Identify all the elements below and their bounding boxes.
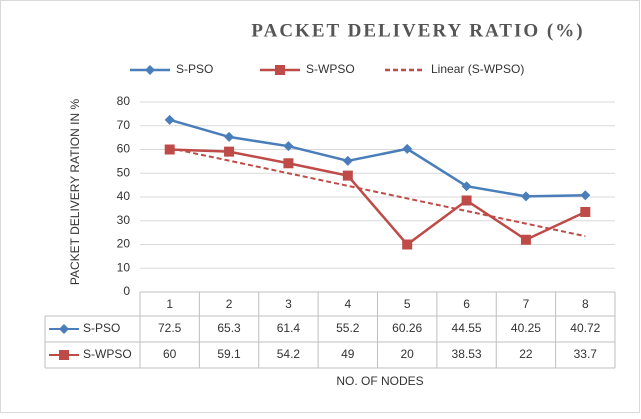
- marker: [164, 114, 175, 125]
- y-tick-label: 60: [117, 142, 131, 156]
- y-axis-label: PACKET DELIVERY RATION IN %: [68, 99, 82, 286]
- marker: [59, 350, 69, 360]
- y-tick-label: 30: [117, 213, 131, 227]
- table-cell: 40.72: [570, 321, 600, 335]
- series-line: [169, 148, 586, 247]
- x-tick-label: 5: [404, 297, 411, 311]
- chart-title: PACKET DELIVERY RATIO (%): [251, 20, 584, 41]
- x-tick-label: 2: [226, 297, 233, 311]
- table-row-label: S-WPSO: [83, 347, 132, 361]
- table-cell: 22: [519, 347, 533, 361]
- marker: [402, 143, 413, 154]
- marker: [283, 141, 294, 152]
- marker: [224, 146, 235, 157]
- y-tick-label: 10: [117, 260, 131, 274]
- table-cell: 40.25: [511, 321, 541, 335]
- marker: [520, 191, 531, 202]
- marker: [224, 131, 235, 142]
- table-cell: 72.5: [158, 321, 182, 335]
- legend-label: Linear (S-WPSO): [431, 62, 524, 76]
- marker: [402, 239, 413, 250]
- y-tick-label: 40: [117, 189, 131, 203]
- legend-label: S-WPSO: [306, 62, 355, 76]
- table-cell: 49: [341, 347, 355, 361]
- marker: [580, 206, 591, 217]
- table-cell: 60.26: [392, 321, 422, 335]
- table-cell: 54.2: [277, 347, 301, 361]
- table-cell: 59.1: [217, 347, 241, 361]
- series-line: [169, 118, 586, 198]
- marker: [461, 195, 472, 206]
- marker: [580, 190, 591, 201]
- x-tick-label: 4: [344, 297, 351, 311]
- marker: [342, 155, 353, 166]
- table-cell: 38.53: [452, 347, 482, 361]
- table-cell: 33.7: [574, 347, 598, 361]
- marker: [342, 170, 353, 181]
- legend-label: S-PSO: [176, 62, 213, 76]
- marker: [145, 65, 155, 75]
- x-tick-label: 6: [463, 297, 470, 311]
- y-tick-label: 20: [117, 237, 131, 251]
- marker: [275, 65, 285, 75]
- y-tick-label: 80: [117, 94, 131, 108]
- table-cell: 55.2: [336, 321, 360, 335]
- x-tick-label: 1: [166, 297, 173, 311]
- series-line: [169, 147, 586, 238]
- table-cell: 60: [163, 347, 177, 361]
- x-tick-label: 7: [523, 297, 530, 311]
- x-tick-label: 8: [582, 297, 589, 311]
- table-cell: 20: [401, 347, 415, 361]
- marker: [59, 324, 69, 334]
- marker: [520, 234, 531, 245]
- table-cell: 61.4: [277, 321, 301, 335]
- table-cell: 65.3: [217, 321, 241, 335]
- y-tick-label: 0: [123, 284, 130, 298]
- x-tick-label: 3: [285, 297, 292, 311]
- y-tick-label: 50: [117, 165, 131, 179]
- marker: [283, 158, 294, 169]
- table-cell: 44.55: [452, 321, 482, 335]
- x-axis-label: NO. OF NODES: [336, 374, 423, 388]
- y-tick-label: 70: [117, 118, 131, 132]
- table-row-label: S-PSO: [83, 321, 120, 335]
- marker: [461, 181, 472, 192]
- marker: [164, 144, 175, 155]
